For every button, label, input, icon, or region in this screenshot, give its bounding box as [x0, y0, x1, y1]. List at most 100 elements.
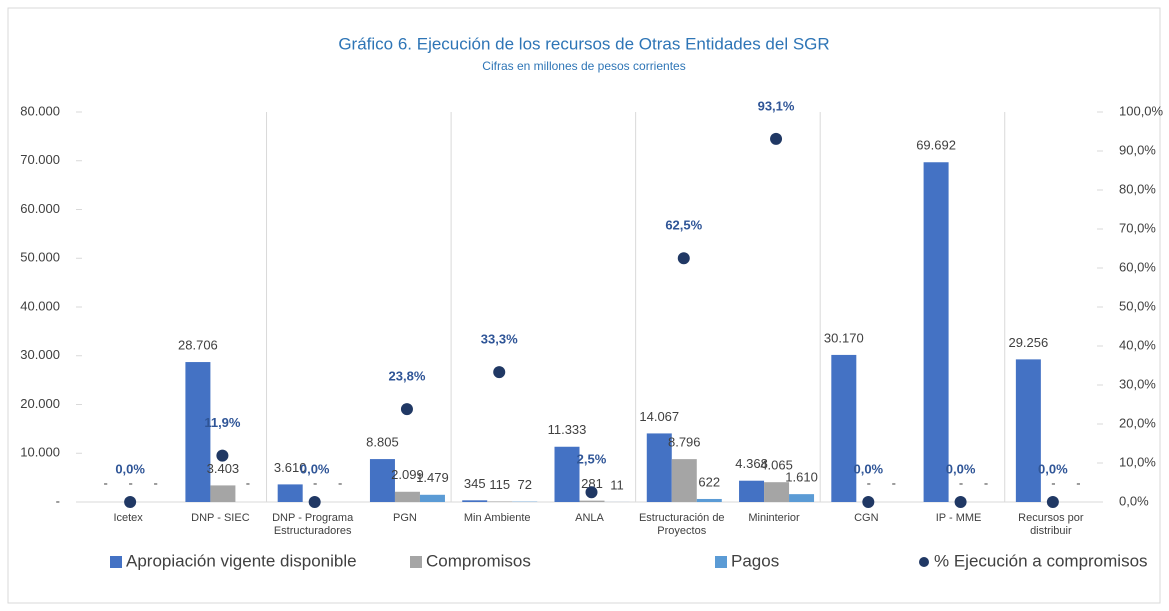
x-tick-label: DNP - SIEC	[191, 512, 250, 524]
bar	[789, 494, 815, 502]
bar-label: -	[892, 475, 896, 490]
point-label: 33,3%	[481, 332, 518, 347]
y2-tick-label: 50,0%	[1119, 298, 1156, 313]
bar	[579, 500, 605, 502]
point-label: 0,0%	[853, 461, 883, 476]
y2-tick-label: 70,0%	[1119, 220, 1156, 235]
bar	[739, 480, 765, 502]
bar-label: 14.067	[639, 409, 679, 424]
x-tick-label: ANLA	[575, 512, 604, 524]
point-label: 93,1%	[758, 98, 795, 113]
point	[862, 496, 875, 508]
legend-marker	[110, 556, 122, 568]
x-tick-label: IP - MME	[935, 512, 982, 524]
bar	[831, 354, 857, 502]
point	[585, 486, 598, 499]
x-tick-label: PGN	[393, 512, 417, 524]
legend-label: % Ejecución a compromisos	[934, 551, 1148, 570]
point	[493, 366, 506, 379]
chart-subtitle: Cifras en millones de pesos corrientes	[482, 59, 685, 73]
bar-label: -	[153, 475, 157, 490]
bar-label: 3.403	[207, 461, 240, 476]
x-tick-label: Mininterior	[748, 512, 800, 524]
bar-label: 1.610	[785, 470, 818, 485]
bar-label: 30.170	[824, 330, 864, 345]
legend-marker	[919, 557, 929, 567]
bar-label: -	[313, 475, 317, 490]
x-tick-label: Icetex	[113, 512, 143, 524]
bar	[419, 494, 445, 502]
y2-tick-label: 90,0%	[1119, 142, 1156, 157]
bar-label: -	[959, 475, 963, 490]
bar	[462, 500, 488, 502]
point-label: 23,8%	[389, 369, 426, 384]
y-tick-label: 30.000	[20, 347, 60, 362]
point	[308, 496, 321, 508]
bar-label: 8.805	[366, 435, 399, 450]
bar-label: -	[1051, 475, 1055, 490]
y2-tick-label: 0,0%	[1119, 493, 1149, 508]
bar-label: 3.610	[274, 460, 307, 475]
point	[677, 252, 690, 265]
bar	[394, 491, 420, 502]
point	[216, 449, 229, 462]
point-label: 62,5%	[665, 218, 702, 233]
y2-tick-label: 80,0%	[1119, 181, 1156, 196]
y2-tick-label: 100,0%	[1119, 103, 1164, 118]
y-tick-label: -	[56, 493, 60, 508]
y2-tick-label: 60,0%	[1119, 259, 1156, 274]
bar	[554, 446, 580, 502]
legend-marker	[410, 556, 422, 568]
bar	[696, 498, 722, 502]
point-label: 0,0%	[946, 461, 976, 476]
bar-label: 72	[517, 477, 531, 492]
y2-tick-label: 30,0%	[1119, 376, 1156, 391]
chart-border	[7, 7, 1161, 604]
point	[124, 496, 137, 508]
bar	[210, 485, 236, 502]
point-label: 11,9%	[204, 415, 241, 430]
bar-label: 28.706	[178, 337, 218, 352]
bar-label: 8.796	[668, 435, 701, 450]
bar	[923, 162, 949, 502]
bar	[764, 482, 790, 502]
y-tick-label: 70.000	[20, 152, 60, 167]
y2-tick-label: 40,0%	[1119, 337, 1156, 352]
bar-label: 11	[610, 477, 624, 492]
bar-label: -	[103, 475, 107, 490]
legend-label: Pagos	[731, 551, 779, 570]
x-tick-label: Estructuración de Proyectos	[638, 512, 725, 537]
point-label: 2,5%	[577, 452, 607, 467]
y-tick-label: 10.000	[20, 445, 60, 460]
point	[1046, 496, 1059, 508]
y-tick-label: 60.000	[20, 201, 60, 216]
bar-label: 11.333	[548, 422, 587, 437]
bar-label: 69.692	[916, 138, 956, 153]
x-tick-label: Recursos por distribuir	[1018, 512, 1084, 537]
bar	[646, 433, 672, 502]
y-tick-label: 20.000	[20, 396, 60, 411]
x-tick-label: Min Ambiente	[463, 512, 531, 524]
x-tick-label: DNP - Programa Estructuradores	[272, 512, 354, 537]
bar-label: -	[246, 475, 250, 490]
bar-label: -	[1076, 475, 1080, 490]
bar-label: 4.368	[735, 456, 768, 471]
bar-label: 1.479	[416, 470, 449, 485]
bar	[185, 362, 211, 502]
legend-marker	[715, 556, 727, 568]
point-label: 0,0%	[1038, 461, 1068, 476]
point-label: 0,0%	[300, 461, 330, 476]
bar-label: -	[338, 475, 342, 490]
bar-label: -	[128, 475, 132, 490]
bar-label: 622	[698, 474, 720, 489]
bar-label: 29.256	[1008, 335, 1048, 350]
y-tick-label: 40.000	[20, 298, 60, 313]
y-tick-label: 50.000	[20, 250, 60, 265]
legend-label: Compromisos	[426, 551, 531, 570]
bar	[1015, 359, 1041, 502]
y2-tick-label: 20,0%	[1119, 415, 1156, 430]
bar-label: 4.065	[760, 458, 793, 473]
bar-label: -	[984, 475, 988, 490]
